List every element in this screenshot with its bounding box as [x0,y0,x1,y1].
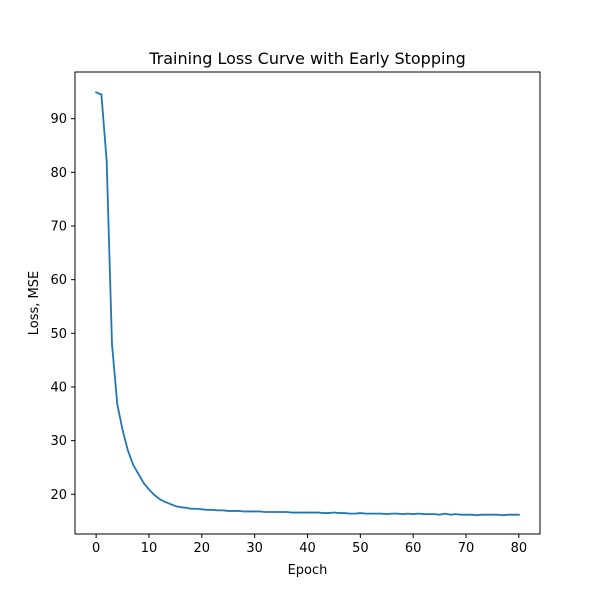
y-tick-label: 70 [50,220,67,235]
plot-area [94,91,520,517]
loss-series-line [94,91,520,517]
y-axis-ticks: 20 30 40 50 60 70 80 90 [50,112,75,503]
x-tick-label: 10 [141,541,158,556]
x-tick-label: 70 [458,541,475,556]
x-tick-label: 0 [92,541,100,556]
x-tick-label: 40 [299,541,316,556]
x-tick-label: 30 [246,541,263,556]
x-tick-label: 50 [352,541,369,556]
x-axis-label: Epoch [288,563,328,578]
y-tick-label: 60 [50,273,67,288]
y-tick-label: 80 [50,166,67,181]
y-tick-label: 40 [50,380,67,395]
y-tick-label: 30 [50,434,67,449]
x-tick-label: 80 [511,541,528,556]
y-tick-label: 50 [50,327,67,342]
chart-title: Training Loss Curve with Early Stopping [148,49,465,68]
y-axis-label: Loss, MSE [27,271,42,335]
x-tick-label: 20 [194,541,211,556]
x-axis-ticks: 0 10 20 30 40 50 60 70 80 [92,534,527,556]
x-tick-label: 60 [405,541,422,556]
y-tick-label: 20 [50,488,67,503]
axes-frame [74,71,541,535]
y-tick-label: 90 [50,112,67,127]
